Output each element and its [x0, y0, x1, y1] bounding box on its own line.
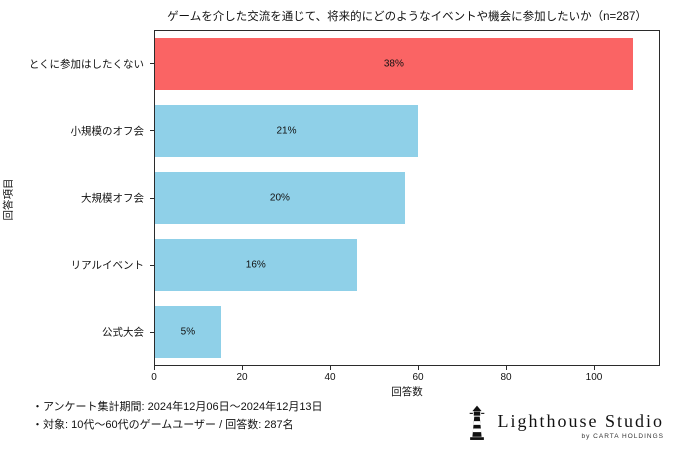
x-tick-label: 80: [500, 372, 512, 383]
bar-value-label: 16%: [245, 259, 266, 271]
x-tick-label: 60: [412, 372, 424, 383]
x-tick-mark: [506, 366, 507, 370]
bars-container: 38% 21% 20% 16% 5%: [155, 31, 659, 365]
y-tick-mark: [150, 63, 154, 65]
x-tick-mark: [418, 366, 419, 370]
x-tick-mark: [242, 366, 243, 370]
chart-title: ゲームを介した交流を通じて、将来的にどのようなイベントや機会に参加したいか（n=…: [167, 11, 647, 23]
x-tick-label: 40: [324, 372, 336, 383]
x-axis: 0 20 40 60 80 100: [151, 366, 660, 396]
footer-line-survey-period: ・アンケート集計期間: 2024年12月06日〜2024年12月13日: [32, 401, 323, 413]
x-tick-label: 100: [585, 372, 603, 383]
y-tick-label: とくに参加はしたくない: [28, 58, 144, 71]
logo-byline: by CARTA HOLDINGS: [581, 433, 664, 440]
x-tick-mark: [154, 366, 155, 370]
x-axis-title: 回答数: [391, 386, 423, 398]
logo-text: Lighthouse Studio by CARTA HOLDINGS: [497, 411, 664, 440]
x-tick-label: 20: [236, 372, 248, 383]
bar-value-label: 38%: [383, 58, 404, 70]
bar-value-label: 21%: [276, 125, 297, 137]
bar-3: 16%: [155, 238, 357, 291]
x-tick-mark: [330, 366, 331, 370]
y-tick-mark: [150, 197, 154, 199]
y-tick-mark: [150, 331, 154, 333]
y-tick-label: リアルイベント: [70, 259, 144, 272]
y-axis: とくに参加はしたくない小規模のオフ会大規模オフ会リアルイベント公式大会: [0, 30, 154, 366]
lighthouse-icon: [466, 404, 488, 447]
bar-0: 38%: [155, 38, 633, 91]
x-tick-mark: [594, 366, 595, 370]
y-tick-label: 公式大会: [102, 326, 144, 339]
bar-4: 5%: [155, 305, 221, 358]
x-tick-label: 0: [151, 372, 157, 383]
y-tick-label: 大規模オフ会: [81, 192, 144, 205]
logo-block: Lighthouse Studio by CARTA HOLDINGS: [466, 404, 664, 447]
bar-value-label: 5%: [180, 326, 196, 338]
footer-notes: ・アンケート集計期間: 2024年12月06日〜2024年12月13日 ・対象:…: [32, 398, 323, 434]
y-tick-mark: [150, 264, 154, 266]
bar-1: 21%: [155, 105, 418, 158]
y-tick-label: 小規模のオフ会: [70, 125, 145, 138]
footer-line-target: ・対象: 10代〜60代のゲームユーザー / 回答数: 287名: [32, 419, 294, 431]
y-tick-mark: [150, 130, 154, 132]
plot-area: 38% 21% 20% 16% 5%: [154, 30, 660, 366]
logo-name: Lighthouse Studio: [497, 411, 664, 431]
bar-value-label: 20%: [269, 192, 290, 204]
bar-2: 20%: [155, 171, 405, 225]
